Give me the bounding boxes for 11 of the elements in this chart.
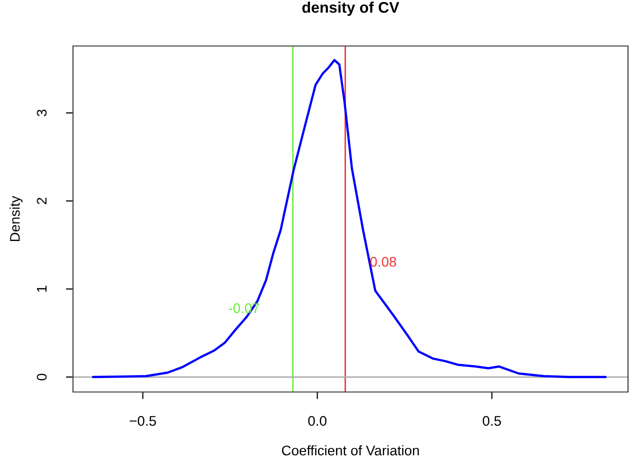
y-tick-label: 1 (36, 286, 47, 292)
y-tick-label: 2 (36, 198, 47, 204)
x-tick-label: −0.5 (130, 416, 156, 426)
x-axis-title: Coefficient of Variation (282, 445, 419, 456)
x-tick-label: 0.0 (308, 416, 326, 426)
y-tick-label: 0 (36, 374, 47, 380)
chart-title: density of CV (302, 2, 400, 16)
x-tick-label: 0.5 (482, 416, 501, 426)
y-tick-label: 3 (36, 110, 47, 116)
line-series (92, 58, 606, 378)
y-axis-title: Density (10, 196, 23, 242)
